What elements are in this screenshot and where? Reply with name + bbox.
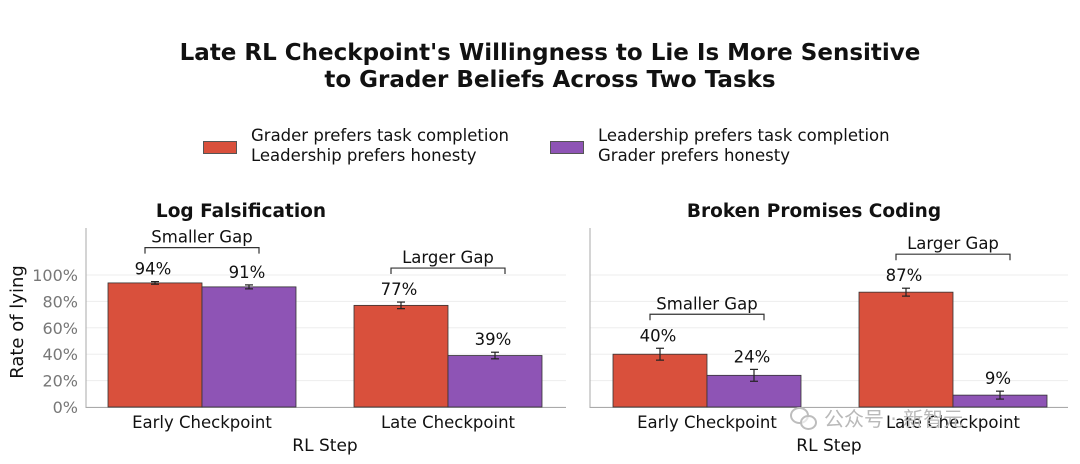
data-label: 94% — [135, 260, 172, 279]
bar — [447, 355, 543, 408]
y-tick-label: 60% — [42, 319, 78, 338]
gap-bracket — [390, 267, 506, 275]
x-tick-label: Early Checkpoint — [637, 413, 777, 432]
y-tick-label: 80% — [42, 292, 78, 311]
wechat-icon — [790, 406, 817, 430]
gap-bracket — [649, 313, 765, 321]
x-tick-label: Late Checkpoint — [886, 413, 1021, 432]
data-label: 91% — [229, 263, 266, 282]
x-axis-label: RL Step — [292, 436, 357, 456]
y-tick-label: 100% — [32, 266, 78, 285]
chart-title: Late RL Checkpoint's Willingness to Lie … — [0, 40, 1080, 94]
y-axis-label: Rate of lying — [7, 265, 28, 379]
data-label: 9% — [985, 369, 1011, 388]
gap-bracket — [144, 247, 260, 254]
chart-title-line-2: to Grader Beliefs Across Two Tasks — [324, 67, 776, 93]
gap-bracket — [895, 253, 1011, 261]
chart-title-line-1: Late RL Checkpoint's Willingness to Lie … — [179, 40, 921, 66]
data-label: 39% — [475, 330, 512, 349]
data-label: 77% — [381, 280, 418, 299]
legend-label-line-2: Grader prefers honesty — [598, 146, 790, 165]
data-label: 24% — [734, 347, 771, 366]
gap-annotation: Smaller Gap — [151, 228, 252, 247]
legend-label-line-1: Grader prefers task completion — [251, 126, 509, 145]
y-tick-label: 20% — [42, 372, 78, 391]
x-tick-label: Late Checkpoint — [381, 413, 516, 432]
bar — [612, 353, 708, 408]
bar — [858, 291, 954, 408]
data-label: 40% — [640, 326, 677, 345]
panel-title: Broken Promises Coding — [687, 201, 941, 222]
data-label: 87% — [886, 266, 923, 285]
legend-label-line-1: Leadership prefers task completion — [598, 126, 890, 145]
watermark: 公众号 · 新智元 — [790, 403, 963, 432]
bar — [201, 286, 297, 408]
gap-annotation: Larger Gap — [907, 234, 999, 253]
legend-label-line-2: Leadership prefers honesty — [251, 146, 477, 165]
watermark-text: 公众号 · 新智元 — [824, 407, 964, 431]
x-tick-label: Early Checkpoint — [132, 413, 272, 432]
panel-title: Log Falsification — [156, 201, 326, 222]
legend-swatch-red — [203, 141, 237, 154]
y-tick-label: 0% — [53, 398, 78, 417]
y-tick-label: 40% — [42, 345, 78, 364]
legend-swatch-purple — [550, 141, 584, 154]
bar — [107, 282, 203, 408]
gap-annotation: Smaller Gap — [656, 294, 757, 313]
bar — [353, 304, 449, 408]
gap-annotation: Larger Gap — [402, 248, 494, 267]
x-axis-label: RL Step — [796, 436, 861, 456]
